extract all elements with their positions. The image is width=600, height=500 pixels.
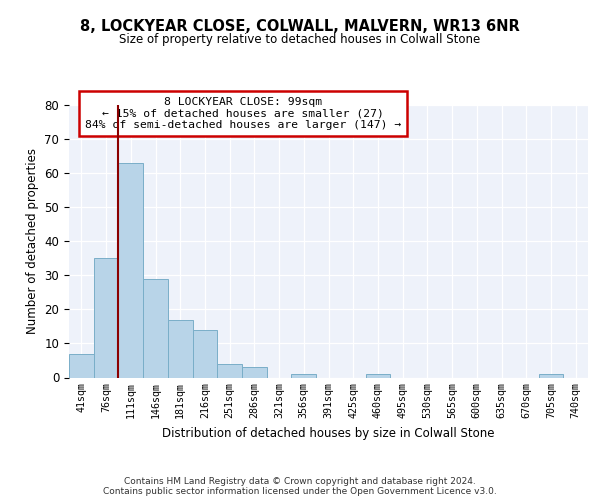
Bar [143,278,168,378]
Bar [69,354,94,378]
Text: 8 LOCKYEAR CLOSE: 99sqm
← 15% of detached houses are smaller (27)
84% of semi-de: 8 LOCKYEAR CLOSE: 99sqm ← 15% of detache… [85,97,401,130]
Text: Contains HM Land Registry data © Crown copyright and database right 2024.: Contains HM Land Registry data © Crown c… [124,476,476,486]
Bar [118,163,143,378]
Bar [539,374,563,378]
Text: Size of property relative to detached houses in Colwall Stone: Size of property relative to detached ho… [119,32,481,46]
Text: Contains public sector information licensed under the Open Government Licence v3: Contains public sector information licen… [103,486,497,496]
Bar [94,258,118,378]
X-axis label: Distribution of detached houses by size in Colwall Stone: Distribution of detached houses by size … [162,426,495,440]
Y-axis label: Number of detached properties: Number of detached properties [26,148,39,334]
Bar [242,368,267,378]
Bar [217,364,242,378]
Bar [292,374,316,378]
Text: 8, LOCKYEAR CLOSE, COLWALL, MALVERN, WR13 6NR: 8, LOCKYEAR CLOSE, COLWALL, MALVERN, WR1… [80,19,520,34]
Bar [168,320,193,378]
Bar [193,330,217,378]
Bar [365,374,390,378]
